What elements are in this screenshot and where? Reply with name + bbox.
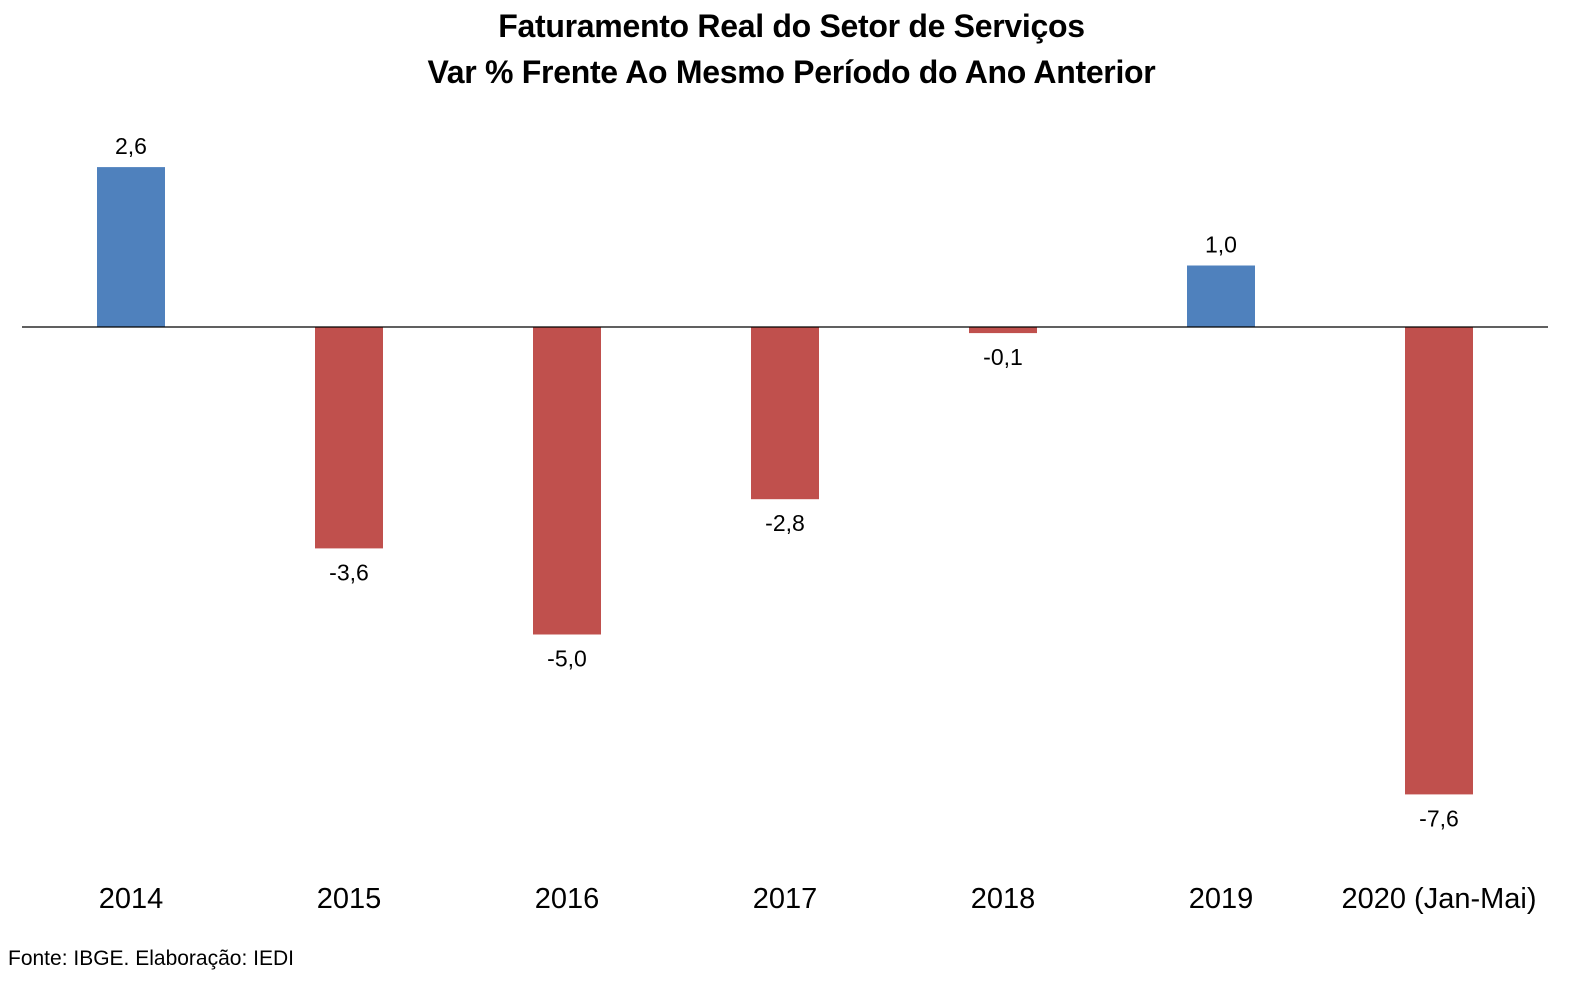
- bar-2020: [1405, 327, 1473, 795]
- x-tick-label-2016: 2016: [535, 883, 600, 915]
- bar-2014: [97, 167, 165, 327]
- x-tick-label-2014: 2014: [99, 883, 164, 915]
- data-label-2018: -0,1: [983, 344, 1023, 370]
- bar-2017: [751, 327, 819, 500]
- data-label-2017: -2,8: [765, 510, 805, 536]
- bar-2018: [969, 327, 1037, 334]
- data-label-2015: -3,6: [329, 559, 369, 585]
- bar-2015: [315, 327, 383, 549]
- x-tick-label-2020: 2020 (Jan-Mai): [1341, 883, 1536, 915]
- data-label-2016: -5,0: [547, 646, 587, 672]
- x-tick-label-2018: 2018: [971, 883, 1036, 915]
- x-tick-label-2015: 2015: [317, 883, 382, 915]
- x-tick-label-2019: 2019: [1189, 883, 1254, 915]
- bars-group: [97, 167, 1473, 795]
- x-tick-label-2017: 2017: [753, 883, 818, 915]
- bar-2019: [1187, 265, 1255, 327]
- data-label-2020: -7,6: [1419, 805, 1459, 831]
- data-label-2019: 1,0: [1205, 232, 1237, 258]
- data-label-2014: 2,6: [115, 133, 147, 159]
- data-labels-group: 2,6 -3,6 -5,0 -2,8 -0,1 1,0 -7,6: [115, 133, 1459, 831]
- source-note: Fonte: IBGE. Elaboração: IEDI: [8, 947, 294, 970]
- x-tick-labels-group: 2014 2015 2016 2017 2018 2019 2020 (Jan-Mai): [99, 883, 1537, 915]
- chart-title: Faturamento Real do Setor de Serviços: [498, 8, 1085, 44]
- chart-subtitle: Var % Frente Ao Mesmo Período do Ano Ant…: [427, 54, 1156, 90]
- bar-2016: [533, 327, 601, 635]
